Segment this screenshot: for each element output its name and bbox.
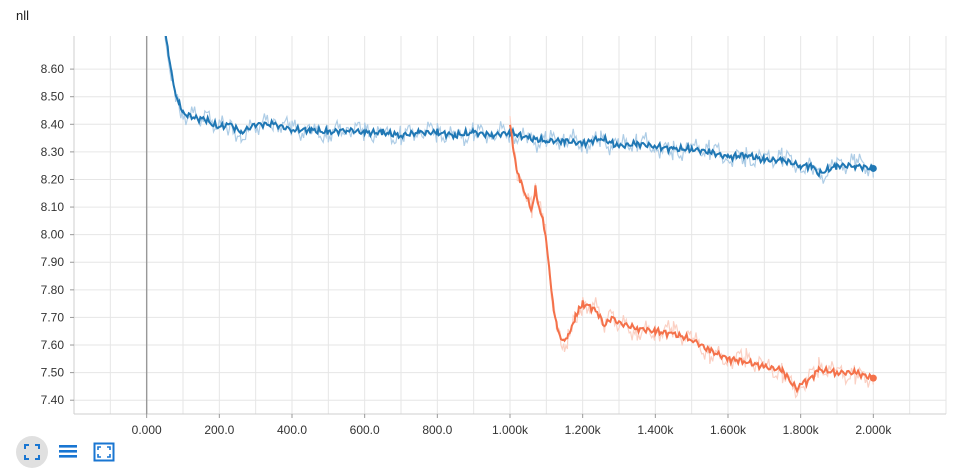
tick-labels: 7.40 7.50 7.60 7.70 7.80 7.90 8.00 8.10 8.20 8.30… (41, 62, 893, 437)
y-tick-label: 8.50 (41, 90, 65, 104)
y-tick-label: 8.10 (41, 200, 65, 214)
series-smoothed-line (164, 36, 874, 178)
series-smoothed-line (509, 124, 875, 394)
x-tick-label: 1.800k (783, 423, 820, 437)
list-icon (59, 445, 77, 458)
y-tick-label: 7.90 (41, 255, 65, 269)
x-tick-label: 1.200k (565, 423, 602, 437)
expand-icon (93, 442, 115, 462)
x-tick-label: 2.000k (855, 423, 892, 437)
x-tick-label: 1.600k (710, 423, 747, 437)
x-tick-label: 400.0 (277, 423, 307, 437)
grid-lines (73, 36, 947, 414)
series-raw-line (509, 116, 874, 399)
y-tick-label: 7.60 (41, 338, 65, 352)
y-tick-label: 8.20 (41, 172, 65, 186)
x-tick-label: 600.0 (350, 423, 380, 437)
y-tick-label: 7.70 (41, 310, 65, 324)
y-tick-label: 7.80 (41, 283, 65, 297)
y-tick-label: 8.30 (41, 145, 65, 159)
axes (70, 36, 946, 418)
series-raw-line (164, 36, 874, 184)
series-end-point (869, 164, 877, 172)
y-tick-label: 8.40 (41, 117, 65, 131)
y-tick-label: 7.50 (41, 366, 65, 380)
series-end-point (869, 374, 877, 382)
x-tick-label: 1.000k (492, 423, 529, 437)
expand-chart-button[interactable] (88, 436, 120, 468)
chart-toolbar (16, 436, 120, 468)
y-tick-label: 8.00 (41, 228, 65, 242)
y-tick-label: 8.60 (41, 62, 65, 76)
chart-title: nll (16, 8, 30, 23)
series-layer (164, 36, 877, 399)
x-tick-label: 1.400k (637, 423, 674, 437)
fit-domain-button[interactable] (16, 436, 48, 468)
log-scale-button[interactable] (52, 436, 84, 468)
fit-domain-icon (24, 444, 40, 460)
x-tick-label: 800.0 (422, 423, 452, 437)
y-tick-label: 7.40 (41, 393, 65, 407)
x-tick-label: 200.0 (204, 423, 234, 437)
x-tick-label: 0.000 (132, 423, 162, 437)
